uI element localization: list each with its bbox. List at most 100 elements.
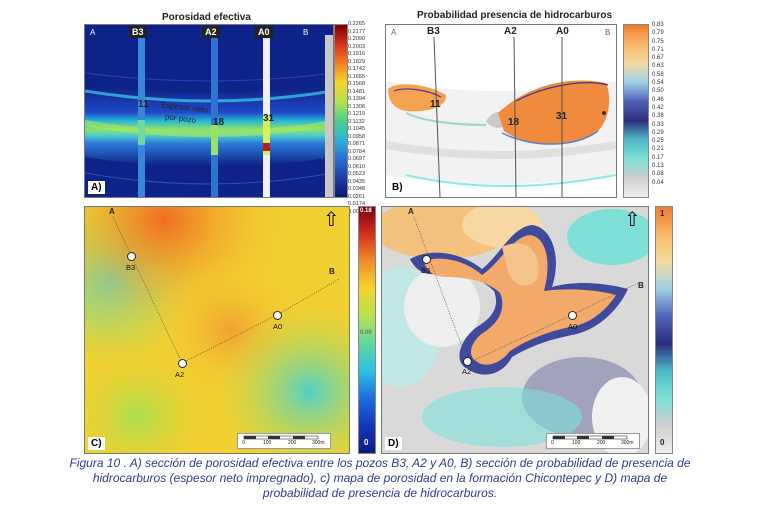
porosity-section-colorbar-tick-16: 0.0871 (348, 141, 366, 147)
porosity-section-colorbar-tick-19: 0.0610 (348, 163, 366, 170)
well-label-a0: A0 (556, 26, 569, 37)
probability-section-colorbar-tick-0: 0.83 (652, 22, 664, 28)
porosity-section-colorbar-tick-13: 0.1132 (348, 118, 365, 125)
scale-c-100: 100 (263, 440, 272, 446)
scale-c-200: 200 (288, 440, 297, 446)
porosity-section-colorbar-tick-9: 0.1481 (348, 88, 366, 95)
probability-section-colorbar-tick-5: 0.63 (652, 63, 664, 70)
porosity-map-colorbar-max: 0.18 (360, 208, 372, 214)
map-c-well-a0-label: A0 (273, 322, 283, 331)
map-d-well-b3-marker (422, 255, 431, 264)
porosity-section-colorbar-tick-4: 0.1916 (348, 51, 366, 57)
scale-d-100: 100 (572, 440, 581, 446)
porosity-section-colorbar-tick-6: 0.1742 (348, 66, 366, 72)
porosity-section-colorbar-tick-25: 0.0087 (348, 208, 366, 215)
well-label-b3: B3 (427, 26, 440, 37)
probability-section-colorbar-tick-8: 0.50 (652, 88, 664, 95)
caption-line-3: probabilidad de presencia de hidrocarbur… (262, 486, 498, 500)
porosity-section-colorbar-tick-14: 0.1045 (348, 126, 366, 132)
porosity-section-colorbar-tick-0: 0.2265 (348, 21, 366, 27)
scale-c-300: 300m (312, 440, 325, 446)
well-header-a0: A0 (255, 26, 273, 38)
probability-map-colorbar (655, 206, 673, 454)
map-d-well-a2-label: A2 (462, 367, 472, 376)
net-thickness-a2: 18 (213, 117, 225, 128)
well-header-b3: B3 (129, 26, 147, 38)
porosity-section-colorbar-tick-8: 0.1568 (348, 81, 366, 87)
map-d-point-a: A (408, 207, 414, 216)
porosity-section-colorbar-tick-2: 0.2090 (348, 36, 366, 42)
well-header-a2: A2 (202, 26, 220, 38)
section-a-right-label: B (303, 28, 309, 37)
panel-d-tag: D) (385, 437, 402, 450)
probability-section-colorbar-tick-18: 0.08 (652, 171, 664, 178)
panel-b-title: Probabilidad presencia de hidrocarburos (417, 10, 613, 21)
probability-section-image (386, 25, 616, 197)
probability-section-colorbar-tick-2: 0.75 (652, 38, 664, 45)
map-c-point-a: A (109, 207, 115, 216)
map-c-scale-bar: 0 100 200 300m (237, 433, 331, 449)
porosity-section-colorbar-tick-24: 0.0174 (348, 201, 366, 207)
map-d-well-a2-marker (463, 357, 472, 366)
panel-a-section: A B B3 A2 A0 11 18 31 Espesor neto por p… (84, 24, 334, 198)
porosity-section-colorbar-tick-5: 0.1829 (348, 58, 366, 65)
porosity-section-colorbar-tick-1: 0.2177 (348, 28, 366, 35)
porosity-section-colorbar (334, 24, 348, 198)
probability-section-colorbar (623, 24, 649, 198)
panel-a-title: Porosidad efectiva (162, 12, 251, 23)
figure-caption: Figura 10 . A) sección de porosidad efec… (0, 456, 760, 501)
map-d-point-b: B (638, 281, 644, 290)
probability-section-colorbar-tick-7: 0.54 (652, 80, 664, 87)
net-thickness-b3: 11 (138, 99, 149, 110)
panel-c-porosity-map: A B B3 A0 A2 ⇧ 0 100 200 300m C) (84, 206, 350, 454)
porosity-section-colorbar-tick-7: 0.1655 (348, 73, 366, 80)
map-d-well-a0-marker (568, 311, 577, 320)
probability-section-colorbar-tick-3: 0.71 (652, 46, 664, 53)
probability-section-colorbar-tick-12: 0.33 (652, 121, 664, 128)
probability-section-colorbar-tick-17: 0.13 (652, 163, 664, 170)
porosity-section-colorbar-ticks: 0.2265 0.2177 0.2090 0.2003 0.1916 0.1829 0.17… (348, 21, 365, 216)
probability-section-colorbar-tick-15: 0.21 (652, 146, 664, 153)
porosity-section-colorbar-tick-15: 0.0958 (348, 133, 366, 140)
scale-d-0: 0 (551, 440, 554, 446)
caption-line-2: hidrocarburos (espesor neto impregnado),… (92, 471, 668, 485)
map-c-point-b: B (329, 267, 335, 276)
map-c-well-a2-marker (178, 359, 187, 368)
scale-d-300: 300m (621, 440, 634, 446)
porosity-section-colorbar-tick-22: 0.0348 (348, 186, 366, 192)
probability-map-colorbar-min: 0 (660, 438, 665, 447)
probability-map-colorbar-max: 1 (660, 209, 665, 218)
porosity-section-colorbar-tick-17: 0.0784 (348, 148, 366, 155)
porosity-section-image (85, 25, 333, 197)
porosity-map-image (85, 207, 349, 453)
probability-section-colorbar-tick-19: 0.04 (652, 179, 664, 186)
scale-bar-graphic (552, 435, 628, 440)
map-d-well-b3-label: B3 (421, 266, 431, 275)
probability-section-colorbar-tick-1: 0.79 (652, 30, 664, 37)
panel-d-probability-map: A B B3 A0 A2 ⇧ 0 100 200 300m D) (381, 206, 649, 454)
porosity-section-colorbar-tick-18: 0.0697 (348, 156, 366, 162)
section-b-right-label: B (605, 28, 611, 37)
net-thickness-a0: 31 (263, 113, 275, 124)
scale-bar-graphic (243, 435, 319, 440)
probability-section-colorbar-tick-6: 0.58 (652, 71, 664, 78)
probability-section-colorbar-tick-4: 0.67 (652, 55, 664, 62)
probability-section-colorbar-tick-16: 0.17 (652, 154, 664, 161)
probability-section-colorbar-ticks: 0.83 0.79 0.75 0.71 0.67 0.63 0.58 0.54 0.50 0.46… (652, 21, 664, 187)
porosity-section-colorbar-tick-3: 0.2003 (348, 43, 366, 50)
porosity-map-colorbar-mid: 0.09 (360, 330, 372, 336)
probability-section-colorbar-tick-13: 0.29 (652, 129, 664, 136)
well-label-a2: A2 (504, 26, 517, 37)
panel-c-tag: C) (88, 437, 105, 450)
map-c-well-b3-label: B3 (126, 263, 136, 272)
porosity-section-colorbar-tick-11: 0.1306 (348, 103, 366, 110)
section-a-left-label: A (90, 28, 96, 37)
probability-section-colorbar-tick-11: 0.38 (652, 113, 664, 120)
hc-thickness-a0: 31 (556, 111, 568, 122)
map-c-well-b3-marker (127, 252, 136, 261)
porosity-section-colorbar-tick-10: 0.1394 (348, 96, 366, 102)
porosity-map-colorbar-min: 0 (364, 438, 369, 447)
panel-a-tag: A) (88, 181, 105, 194)
scale-d-200: 200 (597, 440, 606, 446)
probability-section-colorbar-tick-10: 0.42 (652, 104, 664, 111)
